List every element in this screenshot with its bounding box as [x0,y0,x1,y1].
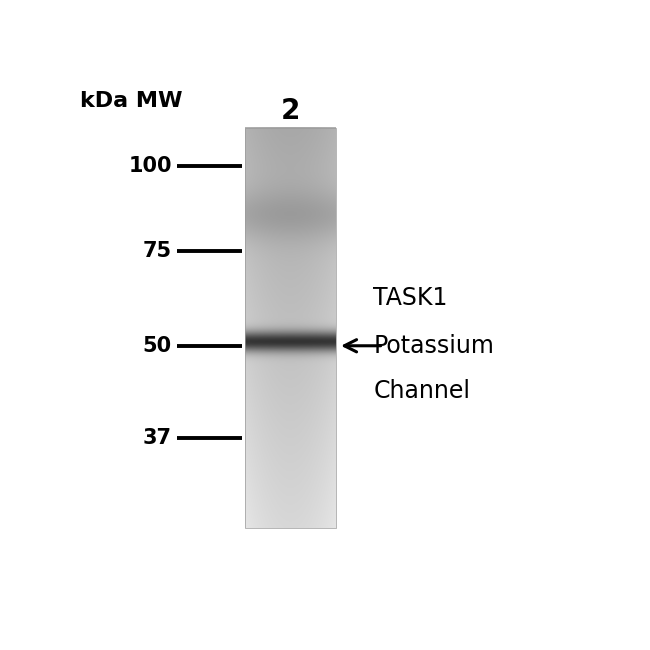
Bar [245,128,335,528]
Text: Potassium: Potassium [373,333,494,358]
Text: TASK1: TASK1 [373,286,448,310]
Text: 75: 75 [143,240,172,261]
Text: 37: 37 [143,428,172,448]
Text: kDa MW: kDa MW [81,90,183,110]
Text: 50: 50 [143,336,172,356]
Text: Channel: Channel [373,379,471,403]
Text: 2: 2 [281,97,300,125]
Text: 100: 100 [129,155,172,176]
